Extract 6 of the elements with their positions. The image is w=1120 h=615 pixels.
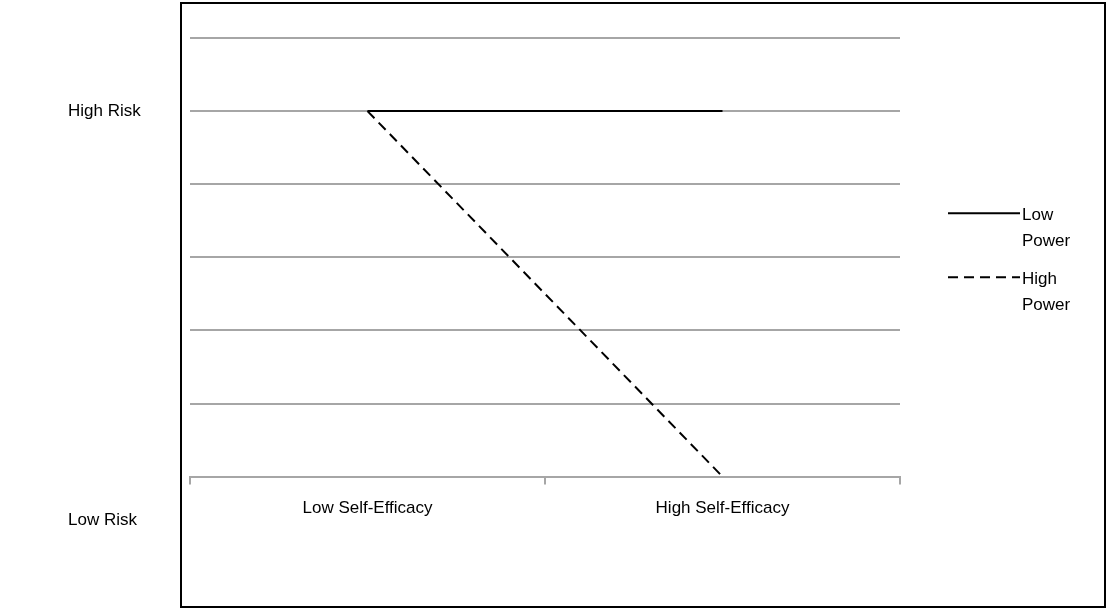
text: High Risk xyxy=(68,100,142,120)
text: Low Risk xyxy=(68,510,138,530)
legend-label: Low Power xyxy=(1022,204,1071,250)
legend-label: High Power xyxy=(1022,268,1071,314)
x-tick-label: Low Self-Efficacy xyxy=(302,498,434,518)
x-tick-label: High Self-Efficacy xyxy=(655,498,790,518)
